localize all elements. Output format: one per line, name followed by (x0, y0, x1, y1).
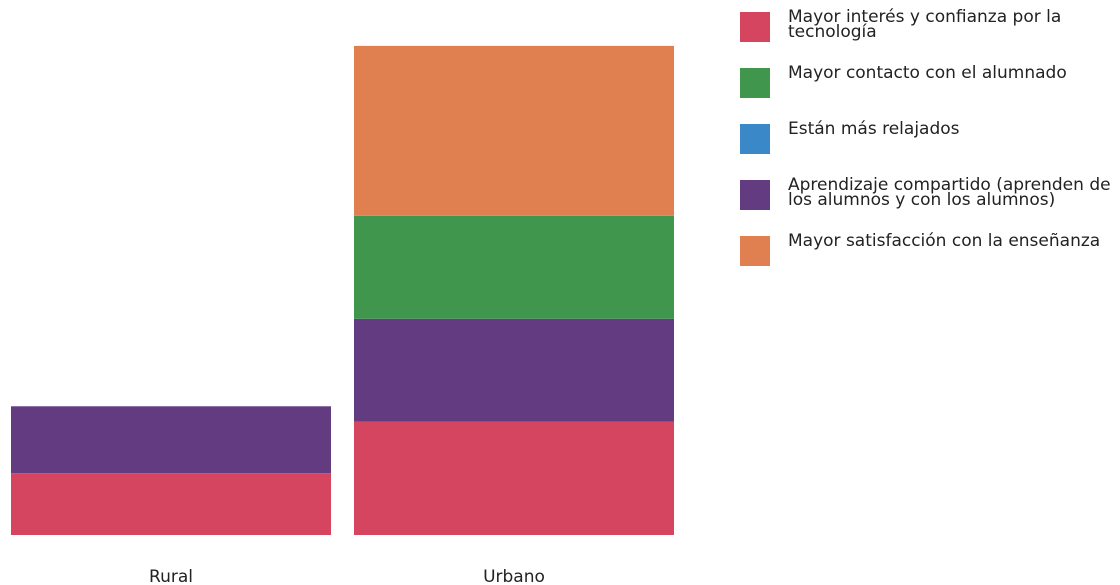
bar-rural-series-3 (11, 406, 331, 474)
legend-item-0: Mayor interés y confianza por la tecnolo… (740, 7, 1120, 66)
bar-group (11, 45, 674, 535)
x-tick-label-urbano: Urbano (483, 567, 545, 585)
legend-item-1: Mayor contacto con el alumnado (740, 63, 1120, 122)
legend-item-4: Mayor satisfacción con la enseñanza (740, 231, 1120, 290)
legend-swatch (740, 68, 770, 98)
x-tick-label-rural: Rural (149, 567, 193, 585)
legend-label: Están más relajados (788, 119, 960, 139)
legend-item-3: Aprendizaje compartido (aprenden de los … (740, 175, 1120, 234)
legend: Mayor interés y confianza por la tecnolo… (740, 7, 1120, 290)
legend-swatch (740, 12, 770, 42)
legend-label: Aprendizaje compartido (aprenden de los … (788, 175, 1111, 210)
stacked-bar-chart: Rural Urbano (11, 45, 674, 585)
bar-urbano-series-3 (354, 318, 674, 422)
bar-urbano-series-1 (354, 215, 674, 319)
legend-label: Mayor interés y confianza por la tecnolo… (788, 7, 1062, 42)
bar-rural-series-0 (11, 473, 331, 535)
legend-swatch (740, 236, 770, 266)
legend-swatch (740, 124, 770, 154)
x-axis-tick-labels: Rural Urbano (149, 567, 545, 585)
legend-label: Mayor satisfacción con la enseñanza (788, 231, 1101, 251)
legend-label: Mayor contacto con el alumnado (788, 63, 1067, 83)
legend-item-2: Están más relajados (740, 119, 1120, 178)
legend-swatch (740, 180, 770, 210)
bar-urbano-series-4 (354, 45, 674, 216)
bar-urbano-series-0 (354, 421, 674, 535)
